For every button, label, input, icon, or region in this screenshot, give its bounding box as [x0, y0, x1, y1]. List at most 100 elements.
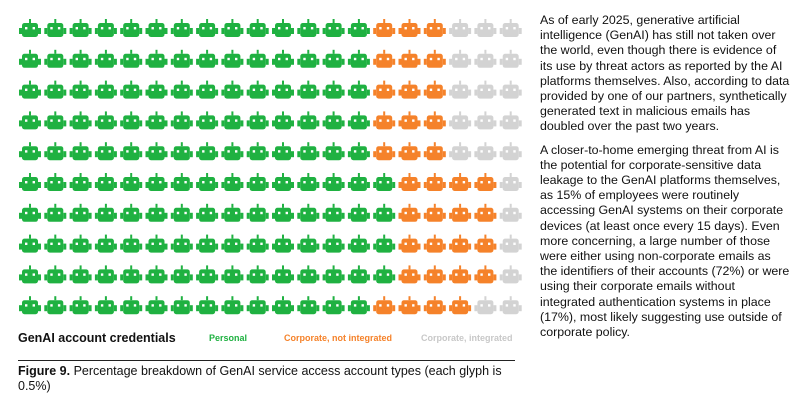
- robot-glyph-personal: [69, 296, 92, 315]
- robot-glyph-personal: [170, 203, 193, 222]
- robot-glyph-corporate-not-integrated: [398, 234, 421, 253]
- robot-glyph-personal: [170, 49, 193, 68]
- robot-glyph-corporate-not-integrated: [373, 19, 396, 37]
- robot-glyph-personal: [196, 142, 219, 161]
- robot-glyph-personal: [145, 142, 168, 161]
- robot-glyph-personal: [196, 173, 219, 191]
- robot-glyph-personal: [170, 296, 193, 315]
- robot-glyph-personal: [221, 19, 244, 37]
- robot-glyph-personal: [221, 203, 244, 222]
- robot-glyph-personal: [246, 173, 269, 191]
- robot-glyph-corporate-integrated: [499, 111, 522, 130]
- robot-glyph-personal: [19, 142, 41, 161]
- robot-glyph-personal: [322, 265, 345, 284]
- robot-glyph-personal: [221, 49, 244, 68]
- robot-glyph-personal: [120, 19, 143, 37]
- robot-glyph-corporate-not-integrated: [398, 296, 421, 315]
- robot-glyph-personal: [347, 80, 370, 99]
- robot-glyph-personal: [94, 49, 117, 68]
- robot-glyph-personal: [94, 111, 117, 130]
- robot-glyph-corporate-not-integrated: [449, 234, 472, 253]
- robot-glyph-personal: [221, 296, 244, 315]
- robot-glyph-personal: [297, 19, 320, 37]
- robot-glyph-personal: [297, 142, 320, 161]
- robot-glyph-personal: [170, 173, 193, 191]
- robot-glyph-personal: [322, 19, 345, 37]
- robot-glyph-corporate-not-integrated: [423, 80, 446, 99]
- robot-glyph-corporate-not-integrated: [423, 19, 446, 37]
- robot-glyph-personal: [297, 234, 320, 253]
- robot-glyph-personal: [69, 173, 92, 191]
- robot-glyph-personal: [170, 234, 193, 253]
- robot-glyph-personal: [196, 203, 219, 222]
- robot-glyph-corporate-integrated: [474, 296, 497, 315]
- robot-glyph-corporate-not-integrated: [398, 173, 421, 191]
- glyph-grid: [19, 19, 522, 315]
- robot-glyph-personal: [94, 19, 117, 37]
- robot-glyph-personal: [322, 173, 345, 191]
- caption-divider: [18, 360, 515, 361]
- robot-glyph-personal: [322, 203, 345, 222]
- robot-glyph-corporate-not-integrated: [398, 111, 421, 130]
- robot-glyph-personal: [373, 234, 396, 253]
- robot-glyph-personal: [246, 234, 269, 253]
- robot-glyph-personal: [44, 49, 67, 68]
- robot-glyph-corporate-not-integrated: [423, 142, 446, 161]
- robot-glyph-corporate-not-integrated: [398, 203, 421, 222]
- robot-glyph-corporate-not-integrated: [373, 296, 396, 315]
- robot-glyph-corporate-integrated: [474, 80, 497, 99]
- robot-glyph-personal: [322, 111, 345, 130]
- robot-glyph-personal: [196, 296, 219, 315]
- robot-glyph-personal: [221, 142, 244, 161]
- robot-glyph-personal: [44, 296, 67, 315]
- robot-glyph-personal: [272, 234, 294, 253]
- robot-glyph-personal: [145, 19, 168, 37]
- robot-glyph-personal: [221, 234, 244, 253]
- robot-glyph-corporate-not-integrated: [449, 265, 472, 284]
- robot-glyph-personal: [145, 265, 168, 284]
- robot-glyph-personal: [19, 234, 41, 253]
- robot-glyph-personal: [347, 234, 370, 253]
- robot-glyph-personal: [373, 203, 396, 222]
- robot-glyph-personal: [297, 80, 320, 99]
- robot-glyph-personal: [69, 49, 92, 68]
- robot-glyph-corporate-not-integrated: [423, 111, 446, 130]
- robot-glyph-personal: [221, 80, 244, 99]
- robot-glyph-personal: [19, 111, 41, 130]
- robot-glyph-personal: [246, 203, 269, 222]
- robot-glyph-corporate-integrated: [499, 49, 522, 68]
- robot-glyph-personal: [272, 49, 294, 68]
- robot-glyph-personal: [44, 234, 67, 253]
- robot-glyph-personal: [347, 49, 370, 68]
- robot-glyph-personal: [120, 234, 143, 253]
- robot-glyph-personal: [347, 142, 370, 161]
- robot-glyph-personal: [272, 173, 294, 191]
- robot-glyph-personal: [170, 142, 193, 161]
- robot-glyph-personal: [347, 173, 370, 191]
- robot-glyph-personal: [120, 49, 143, 68]
- robot-glyph-personal: [272, 265, 294, 284]
- robot-glyph-corporate-not-integrated: [474, 173, 497, 191]
- robot-glyph-corporate-not-integrated: [474, 265, 497, 284]
- robot-glyph-corporate-not-integrated: [474, 234, 497, 253]
- robot-glyph-corporate-integrated: [449, 49, 472, 68]
- robot-glyph-personal: [19, 80, 41, 99]
- robot-glyph-personal: [246, 80, 269, 99]
- robot-glyph-personal: [94, 142, 117, 161]
- figure-caption: Figure 9. Percentage breakdown of GenAI …: [18, 364, 515, 394]
- robot-glyph-corporate-not-integrated: [423, 234, 446, 253]
- robot-glyph-personal: [322, 49, 345, 68]
- robot-glyph-personal: [145, 49, 168, 68]
- robot-glyph-personal: [145, 80, 168, 99]
- robot-glyph-personal: [170, 111, 193, 130]
- robot-glyph-corporate-integrated: [499, 265, 522, 284]
- legend-item-corporate-not-integrated: Corporate, not integrated: [284, 333, 393, 343]
- robot-glyph-personal: [297, 49, 320, 68]
- robot-glyph-personal: [69, 111, 92, 130]
- robot-glyph-personal: [196, 111, 219, 130]
- robot-glyph-corporate-integrated: [449, 111, 472, 130]
- robot-glyph-personal: [347, 19, 370, 37]
- robot-glyph-corporate-not-integrated: [423, 265, 446, 284]
- robot-glyph-corporate-not-integrated: [398, 19, 421, 37]
- robot-glyph-corporate-not-integrated: [398, 80, 421, 99]
